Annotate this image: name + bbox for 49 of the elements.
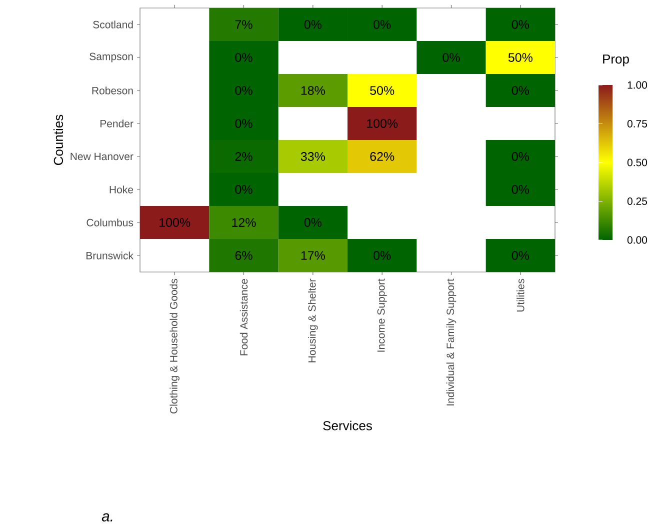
x-tick-label: Clothing & Household Goods [170, 278, 180, 414]
data-label: 18% [301, 86, 325, 95]
data-label: 0% [374, 20, 391, 29]
y-tick-label: New Hanover [70, 152, 134, 160]
x-tick-label: Income Support [377, 278, 387, 352]
data-label: 0% [304, 218, 322, 227]
data-label: 100% [367, 119, 398, 128]
data-label: 50% [370, 86, 394, 95]
color-bar-label: 0.25 [627, 198, 648, 205]
data-label: 100% [160, 218, 190, 227]
data-label: 12% [232, 218, 256, 227]
x-tick-label: Utilities [516, 278, 524, 312]
data-label: 0% [512, 251, 530, 260]
data-label: 17% [301, 251, 325, 260]
data-label: 0% [304, 20, 322, 29]
data-label: 0% [235, 185, 252, 194]
y-tick-label: Robeson [92, 86, 133, 94]
data-label: 0% [374, 251, 391, 260]
y-tick-label: Columbus [86, 218, 134, 226]
data-label: 50% [508, 53, 532, 62]
y-tick-label: Brunswick [86, 252, 134, 260]
y-tick-label: Hoke [110, 186, 134, 194]
data-label: 33% [300, 152, 325, 161]
color-bar-label: 0.50 [627, 158, 648, 166]
data-label: 6% [235, 251, 252, 260]
y-tick-label: Pender [100, 120, 134, 128]
data-label: 0% [512, 185, 530, 194]
data-label: 7% [235, 20, 252, 29]
data-label: 2% [235, 152, 252, 161]
text: a. [102, 513, 112, 522]
x-tick-label: Housing & Shelter [308, 278, 318, 362]
x-tick-label: Food Assistance [240, 278, 248, 356]
color-bar-label: 1.00 [628, 81, 648, 89]
data-label: 0% [442, 53, 460, 62]
data-label: 62% [370, 152, 394, 161]
data-label: 0% [235, 119, 252, 128]
data-label: 0% [235, 53, 252, 62]
color-bar-label: 0.00 [627, 236, 648, 244]
y-axis-title: Counties [53, 114, 64, 165]
x-axis-title: Services [323, 420, 372, 430]
color-bar-label: 0.75 [627, 120, 648, 128]
data-label: 0% [512, 86, 530, 95]
data-label: 0% [512, 152, 530, 161]
y-tick-label: Scotland [93, 20, 133, 28]
data-label: 0% [512, 20, 530, 29]
data-label: 0% [235, 86, 252, 95]
x-tick-label: Individual & Family Support [446, 278, 456, 406]
color-bar-title: Prop [603, 54, 629, 66]
y-tick-label: Sampson [90, 52, 133, 62]
